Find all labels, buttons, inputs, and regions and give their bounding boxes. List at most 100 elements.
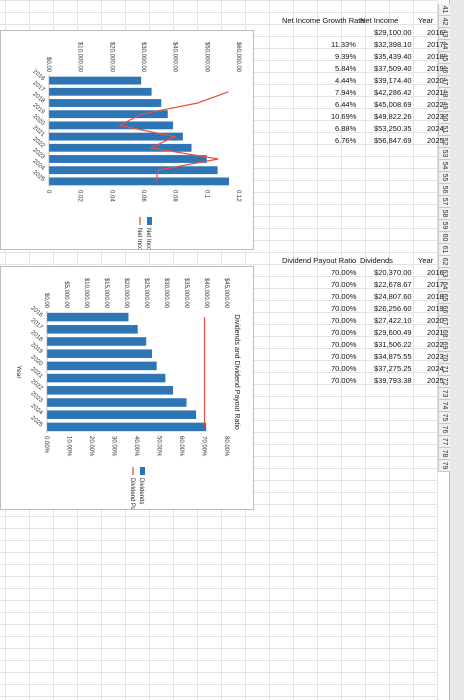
dividends-table-cell: 2024 — [427, 364, 444, 373]
dividends-table-cell: 2020 — [427, 316, 444, 325]
left-axis-tick-label: $15,000.00 — [103, 278, 109, 309]
dividends-table-cell: $34,875.55 — [374, 352, 412, 361]
legend-swatch-bars — [140, 467, 145, 475]
category-tick-label: 2024 — [29, 403, 44, 417]
bar — [47, 337, 147, 346]
dividends-table-cell: 70.00% — [330, 280, 356, 289]
row-number[interactable]: 57 — [438, 196, 450, 208]
row-number[interactable]: 77 — [438, 436, 450, 448]
net-income-table-cell: $42,286.42 — [374, 88, 412, 97]
dividends-table-cell: 2019 — [427, 304, 444, 313]
row-number[interactable]: 53 — [438, 148, 450, 160]
row-number[interactable]: 54 — [438, 160, 450, 172]
row-number[interactable]: 76 — [438, 424, 450, 436]
category-tick-label: 2023 — [29, 391, 44, 405]
right-axis-tick-label: 40.00% — [133, 436, 139, 457]
net-income-table-header: Net Income — [360, 16, 399, 25]
net-income-table-cell: 2017 — [427, 40, 444, 49]
net-income-table-cell: 2016 — [427, 28, 444, 37]
left-axis-tick-label: $5,000.00 — [63, 281, 69, 308]
right-axis-tick-label: 60.00% — [178, 436, 184, 457]
dividends-chart[interactable]: Dividends and Dividend Payout Ratio $0.00… — [0, 266, 254, 538]
dividends-table-cell: 70.00% — [330, 268, 356, 277]
dividends-table-cell: $20,370.00 — [374, 268, 412, 277]
legend-swatch-bars — [147, 217, 152, 225]
dividends-table-cell: 70.00% — [330, 340, 356, 349]
net-income-table-cell: $29,100.00 — [374, 28, 412, 37]
net-income-table-cell: 2018 — [427, 52, 444, 61]
row-number[interactable]: 58 — [438, 208, 450, 220]
row-number[interactable]: 41 — [438, 4, 450, 16]
bar — [49, 177, 230, 186]
category-tick-label: 2020 — [31, 114, 46, 128]
x-axis-title: Year — [15, 365, 22, 379]
dividends-table-cell: 2021 — [427, 328, 444, 337]
legend-label: Net Income — [145, 228, 151, 249]
dividends-table-cell: 70.00% — [330, 376, 356, 385]
dividends-table-cell: 2022 — [427, 340, 444, 349]
right-axis-tick-label: 0.04 — [108, 190, 114, 202]
legend-label: Net Income Growth Rate — [136, 228, 142, 249]
dividends-table-cell: $29,600.49 — [374, 328, 412, 337]
series-line — [117, 91, 229, 182]
category-tick-label: 2025 — [29, 415, 44, 429]
category-tick-label: 2022 — [29, 379, 44, 393]
dividends-table-cell: 70.00% — [330, 352, 356, 361]
bar — [47, 361, 157, 371]
left-axis-tick-label: $45,000.00 — [223, 278, 229, 309]
row-number[interactable]: 59 — [438, 220, 450, 232]
row-number[interactable]: 74 — [438, 400, 450, 412]
net-income-table-cell: 2021 — [427, 88, 444, 97]
dividends-table-header: Dividend Payout Ratio — [282, 256, 357, 265]
chart-title: Dividends and Dividend Payout Ratio — [233, 314, 240, 430]
bar — [47, 373, 166, 383]
left-axis-tick-label: $0.00 — [43, 293, 49, 309]
row-number[interactable]: 61 — [438, 244, 450, 256]
bar — [49, 121, 174, 130]
dividends-table-cell: 2017 — [427, 280, 444, 289]
net-income-table-cell: 9.39% — [334, 52, 356, 61]
row-number[interactable]: 55 — [438, 172, 450, 184]
right-axis-tick-label: 20.00% — [88, 436, 94, 457]
net-income-table-cell: 6.44% — [334, 100, 356, 109]
right-axis-tick-label: 0.00% — [43, 436, 49, 454]
dividends-table-cell: $26,256.60 — [374, 304, 412, 313]
dividends-table-header: Year — [418, 256, 434, 265]
net-income-table-cell: 6.88% — [334, 124, 356, 133]
bar — [49, 99, 162, 107]
dividends-table-cell: 70.00% — [330, 328, 356, 337]
category-tick-label: 2018 — [29, 330, 44, 344]
row-number[interactable]: 73 — [438, 388, 450, 400]
net-income-table-cell: $53,250.35 — [374, 124, 412, 133]
row-number[interactable]: 75 — [438, 412, 450, 424]
row-number[interactable]: 78 — [438, 448, 450, 460]
dividends-table-cell: 2023 — [427, 352, 444, 361]
right-axis-tick-label: 70.00% — [201, 436, 207, 457]
dividends-table-cell: $31,506.22 — [374, 340, 412, 349]
net-income-table-cell: 6.76% — [334, 136, 356, 145]
category-tick-label: 2021 — [29, 366, 44, 380]
right-axis-tick-label: 30.00% — [111, 436, 117, 457]
row-number[interactable]: 79 — [438, 460, 450, 472]
net-income-table-header: Net Income Growth Rate — [282, 16, 365, 25]
net-income-table-cell: 2022 — [427, 100, 444, 109]
bar — [48, 155, 207, 163]
row-number[interactable]: 60 — [438, 232, 450, 244]
row-number[interactable]: 56 — [438, 184, 450, 196]
bar — [49, 76, 142, 85]
dividends-table-cell: $24,807.60 — [374, 292, 412, 301]
net-income-table-cell: 2019 — [427, 64, 444, 73]
net-income-table-cell: 11.33% — [331, 40, 356, 49]
net-income-table-cell: 2020 — [427, 76, 444, 85]
dividends-chart-svg: Dividends and Dividend Payout Ratio $0.00… — [15, 278, 240, 538]
bar — [47, 349, 153, 358]
net-income-table-cell — [282, 28, 356, 38]
net-income-chart[interactable]: $0.00 $10,000.00 $20,000.00 $30,000.00 $40,0… — [0, 30, 254, 295]
dividends-table-cell: 70.00% — [330, 316, 356, 325]
category-tick-label: 2017 — [29, 318, 44, 332]
dividends-table-cell: $37,275.25 — [374, 364, 412, 373]
category-tick-label: 2017 — [31, 80, 46, 94]
left-axis-tick-label: $10,000.00 — [77, 42, 83, 73]
